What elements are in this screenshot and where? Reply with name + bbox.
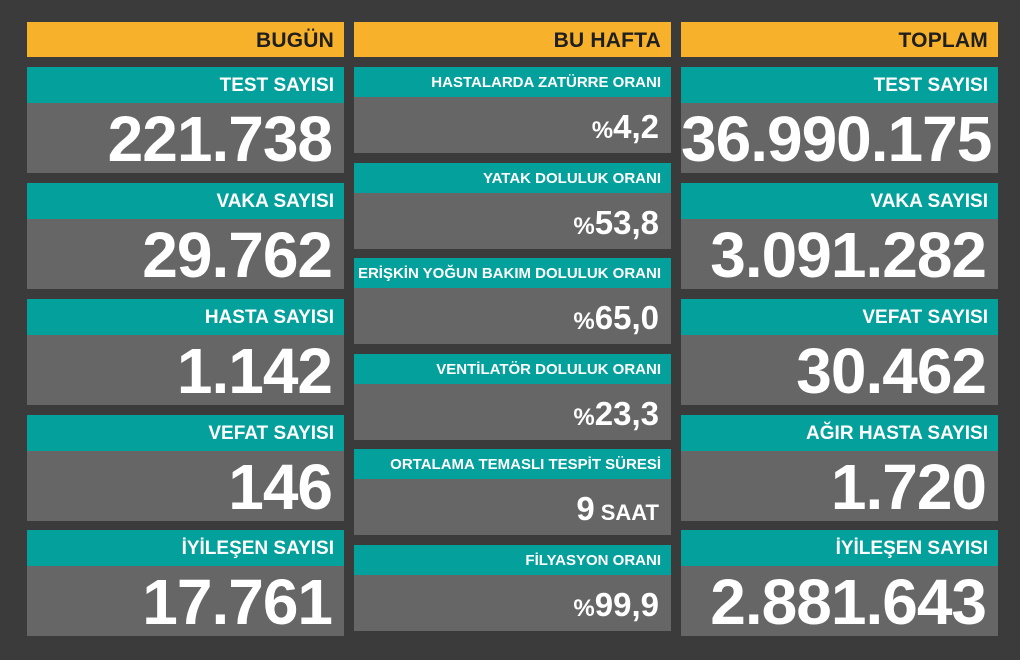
today-test-value: 221.738 <box>27 103 344 175</box>
today-case-card: VAKA SAYISI 29.762 <box>27 183 344 291</box>
percent-sign: % <box>573 308 595 335</box>
total-case-label: VAKA SAYISI <box>681 183 998 219</box>
today-patient-card: HASTA SAYISI 1.142 <box>27 299 344 407</box>
today-death-label: VEFAT SAYISI <box>27 415 344 451</box>
week-ventilator-value: %23,3 <box>354 384 671 440</box>
total-recovered-value: 2.881.643 <box>681 566 998 638</box>
week-bed-label: YATAK DOLULUK ORANI <box>354 163 671 193</box>
total-recovered-card: İYİLEŞEN SAYISI 2.881.643 <box>681 530 998 638</box>
total-case-value: 3.091.282 <box>681 219 998 291</box>
week-icu-label: ERİŞKİN YOĞUN BAKIM DOLULUK ORANI <box>354 258 671 288</box>
today-test-card: TEST SAYISI 221.738 <box>27 67 344 175</box>
total-recovered-label: İYİLEŞEN SAYISI <box>681 530 998 566</box>
week-header: BU HAFTA <box>354 22 671 57</box>
total-death-value: 30.462 <box>681 335 998 407</box>
today-death-value: 146 <box>27 451 344 523</box>
percent-sign: % <box>591 117 614 144</box>
total-severe-label: AĞIR HASTA SAYISI <box>681 415 998 451</box>
total-severe-card: AĞIR HASTA SAYISI 1.720 <box>681 415 998 523</box>
total-header: TOPLAM <box>681 22 998 57</box>
week-pneumonia-card: HASTALARDA ZATÜRRE ORANI %4,2 <box>354 67 671 153</box>
week-column: BU HAFTA HASTALARDA ZATÜRRE ORANI %4,2 Y… <box>354 22 671 631</box>
week-bed-card: YATAK DOLULUK ORANI %53,8 <box>354 163 671 249</box>
week-contact-time-label: ORTALAMA TEMASLI TESPİT SÜRESİ <box>354 449 671 479</box>
week-filiation-label: FİLYASYON ORANI <box>354 545 671 575</box>
today-patient-value: 1.142 <box>27 335 344 407</box>
week-icu-value: %65,0 <box>354 288 671 344</box>
week-contact-time-card: ORTALAMA TEMASLI TESPİT SÜRESİ 9 SAAT <box>354 449 671 535</box>
week-pneumonia-number: 4,2 <box>613 108 659 145</box>
week-icu-card: ERİŞKİN YOĞUN BAKIM DOLULUK ORANI %65,0 <box>354 258 671 344</box>
week-ventilator-card: VENTİLATÖR DOLULUK ORANI %23,3 <box>354 354 671 440</box>
week-bed-value: %53,8 <box>354 193 671 249</box>
week-filiation-value: %99,9 <box>354 575 671 631</box>
today-patient-label: HASTA SAYISI <box>27 299 344 335</box>
total-death-label: VEFAT SAYISI <box>681 299 998 335</box>
total-severe-value: 1.720 <box>681 451 998 523</box>
week-filiation-number: 99,9 <box>594 586 659 623</box>
total-column: TOPLAM TEST SAYISI 36.990.175 VAKA SAYIS… <box>681 22 998 638</box>
today-test-label: TEST SAYISI <box>27 67 344 103</box>
week-bed-number: 53,8 <box>594 204 659 241</box>
week-contact-time-value: 9 SAAT <box>354 479 671 535</box>
total-test-card: TEST SAYISI 36.990.175 <box>681 67 998 175</box>
hour-unit: SAAT <box>600 500 659 525</box>
today-recovered-value: 17.761 <box>27 566 344 638</box>
week-icu-number: 65,0 <box>594 299 659 336</box>
today-column: BUGÜN TEST SAYISI 221.738 VAKA SAYISI 29… <box>27 22 344 638</box>
today-case-label: VAKA SAYISI <box>27 183 344 219</box>
percent-sign: % <box>573 213 595 240</box>
week-pneumonia-value: %4,2 <box>354 97 671 153</box>
today-case-value: 29.762 <box>27 219 344 291</box>
total-test-label: TEST SAYISI <box>681 67 998 103</box>
today-recovered-card: İYİLEŞEN SAYISI 17.761 <box>27 530 344 638</box>
percent-sign: % <box>573 404 595 431</box>
today-recovered-label: İYİLEŞEN SAYISI <box>27 530 344 566</box>
week-pneumonia-label: HASTALARDA ZATÜRRE ORANI <box>354 67 671 97</box>
week-ventilator-number: 23,3 <box>594 395 659 432</box>
today-death-card: VEFAT SAYISI 146 <box>27 415 344 523</box>
week-contact-time-number: 9 <box>576 490 595 527</box>
week-ventilator-label: VENTİLATÖR DOLULUK ORANI <box>354 354 671 384</box>
total-case-card: VAKA SAYISI 3.091.282 <box>681 183 998 291</box>
today-header: BUGÜN <box>27 22 344 57</box>
total-death-card: VEFAT SAYISI 30.462 <box>681 299 998 407</box>
total-test-value: 36.990.175 <box>681 103 998 175</box>
week-filiation-card: FİLYASYON ORANI %99,9 <box>354 545 671 631</box>
percent-sign: % <box>573 595 595 622</box>
